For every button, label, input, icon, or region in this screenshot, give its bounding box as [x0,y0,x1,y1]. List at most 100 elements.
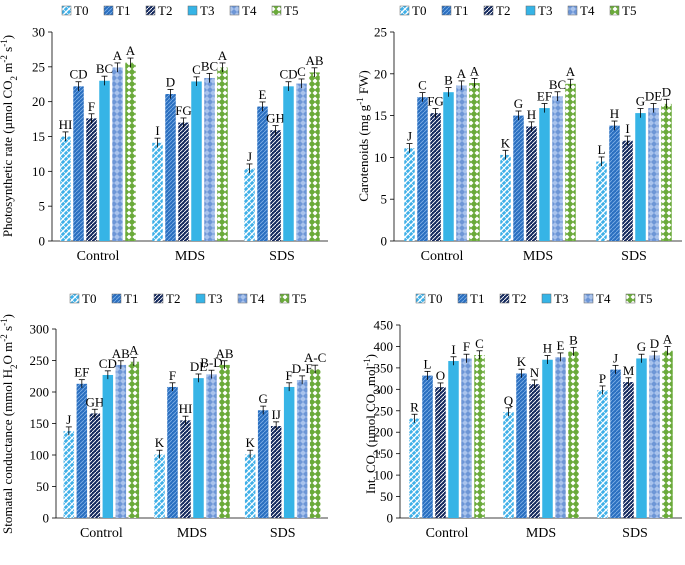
bar-t5-mds [217,67,228,241]
significance-label: A-C [304,350,326,365]
bar-t4-control [115,364,127,518]
y-tick-label: 250 [30,353,50,368]
x-tick-label-sds: SDS [621,249,647,264]
bar-t5-control [128,361,140,518]
bar-t4-mds [206,374,217,518]
significance-label: CD [99,356,117,371]
significance-label: L [598,142,606,157]
significance-label: R [410,399,419,414]
significance-label: BC [96,61,113,76]
legend-swatch-t3 [525,5,536,16]
legend-label-t5: T5 [622,3,636,18]
x-tick-label-control: Control [80,526,123,541]
y-tick-label: 15 [374,108,387,123]
legend-swatch-t5 [625,293,636,304]
bar-t3-sds [283,386,295,518]
bar-t5-mds [219,364,230,518]
bar-t4-control [112,67,123,241]
significance-label: G [258,391,267,406]
bar-t0-mds [154,454,165,518]
significance-label: AB [215,346,233,361]
legend-swatch-t4 [237,293,248,304]
bar-t0-mds [152,142,163,241]
y-tick-label: 25 [374,25,387,40]
significance-label: K [245,435,255,450]
x-tick-label-sds: SDS [269,249,295,264]
legend-label-t0: T0 [82,291,96,306]
bar-t2-sds [270,130,281,241]
significance-label: J [407,129,412,144]
bar-t1-mds [516,373,527,518]
significance-label: H [610,106,619,121]
legend-label-t3: T3 [538,3,552,18]
bar-t3-sds [635,113,646,241]
significance-label: H [527,107,536,122]
y-tick-label: 100 [374,468,394,483]
bar-t3-sds [636,358,647,518]
y-tick-label: 200 [374,425,394,440]
y-tick-label: 20 [374,66,387,81]
bar-t2-control [86,118,97,241]
x-tick-label-sds: SDS [622,526,648,541]
significance-label: C [475,336,484,351]
legend-swatch-t4 [567,5,578,16]
x-tick-label-control: Control [77,249,120,264]
significance-label: I [451,342,455,357]
y-tick-label: 50 [36,479,49,494]
legend-swatch-t2 [483,5,494,16]
legend-swatch-t2 [499,293,510,304]
bar-t3-control [448,361,459,518]
y-tick-label: 5 [39,199,46,214]
significance-label: O [436,368,445,383]
significance-label: P [599,371,606,386]
x-tick-label-sds: SDS [270,526,296,541]
significance-label: A [113,48,123,63]
y-tick-label: 300 [374,382,394,397]
bar-t2-mds [526,126,537,241]
y-tick-label: 50 [380,489,393,504]
legend-label-t1: T1 [454,3,468,18]
significance-label: HI [179,401,193,416]
x-tick-label-mds: MDS [177,526,207,541]
significance-label: A [126,43,136,58]
y-axis-label: Photosynthetic rate (µmol CO2 m-2 s-1) [0,35,19,237]
significance-label: J [66,412,71,427]
significance-label: A [663,331,673,346]
significance-label: F [286,368,293,383]
bar-t5-control [469,82,480,241]
significance-label: C [297,64,306,79]
bar-t2-control [435,387,446,518]
x-tick-label-control: Control [426,526,469,541]
significance-label: F [88,99,95,114]
significance-label: D [650,336,659,351]
legend-label-t4: T4 [580,3,595,18]
significance-label: EF [537,88,552,103]
legend-swatch-t5 [609,5,620,16]
significance-label: Q [504,393,514,408]
bar-t2-mds [529,384,540,518]
legend-swatch-t4 [229,5,240,16]
bar-t3-sds [283,86,294,241]
significance-label: HI [59,117,73,132]
y-tick-label: 400 [374,339,394,354]
significance-label: DE [190,359,207,374]
x-tick-label-mds: MDS [175,249,205,264]
bar-t5-sds [309,72,320,241]
bar-t3-mds [539,108,550,242]
legend-swatch-t1 [111,293,122,304]
significance-label: F [169,368,176,383]
legend-label-t4: T4 [596,291,611,306]
x-tick-label-mds: MDS [523,249,553,264]
legend-label-t0: T0 [412,3,426,18]
significance-label: AB [112,346,130,361]
significance-label: A [457,66,467,81]
significance-label: GH [266,111,285,126]
significance-label: IJ [271,407,280,422]
y-axis-label: Stomatal conductance (mmol H2O m-2 s-1) [0,314,19,534]
legend-label-t2: T2 [496,3,510,18]
bar-t4-sds [648,108,659,242]
legend-swatch-t0 [399,5,410,16]
y-tick-label: 0 [39,234,46,249]
legend-swatch-t3 [187,5,198,16]
